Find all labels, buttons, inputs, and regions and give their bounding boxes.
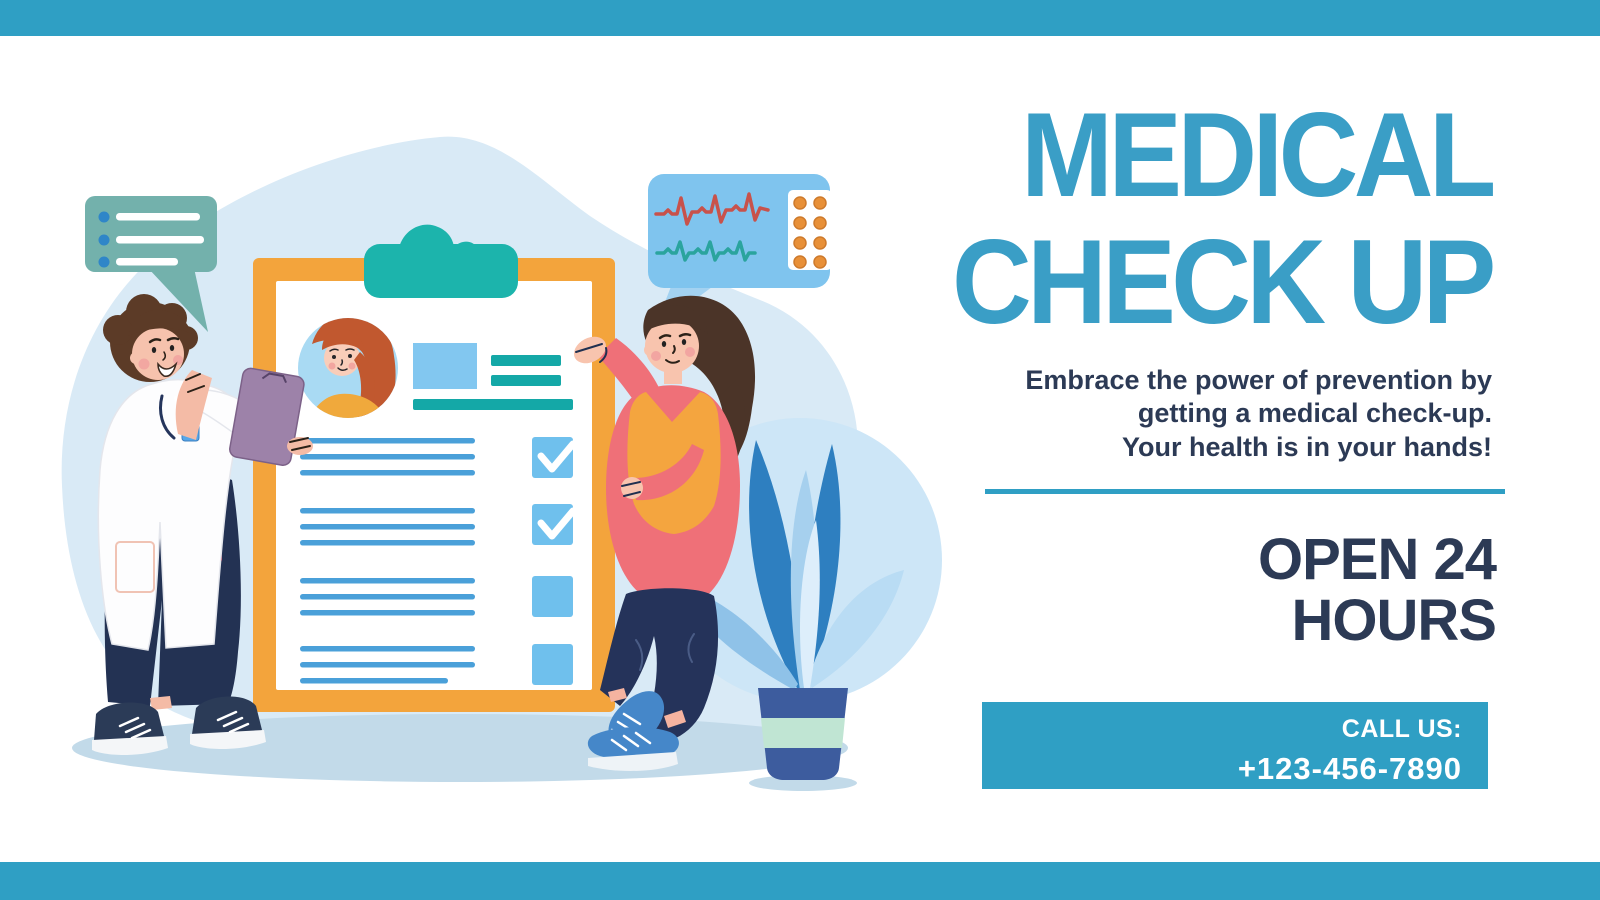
patient [573, 295, 756, 771]
checklist [300, 438, 475, 684]
call-us-label: CALL US: [1341, 715, 1462, 743]
checkboxes [532, 437, 577, 685]
divider-line [985, 489, 1505, 494]
doctor-tablet [229, 367, 305, 466]
clipboard [253, 224, 615, 712]
pill-blister [788, 190, 832, 270]
call-box: CALL US: +123-456-7890 [982, 702, 1488, 789]
doctor [92, 294, 313, 755]
open-hours-text: OPEN 24 HOURS [1258, 527, 1497, 653]
phone-number: +123-456-7890 [1237, 751, 1462, 786]
ground-shadow [72, 714, 848, 782]
bottom-accent-bar [0, 862, 1600, 900]
checkmark-icon [537, 440, 577, 473]
heartbeat-monitor [648, 174, 832, 330]
poster-title: MEDICAL CHECK UP [952, 88, 1496, 350]
top-accent-bar [0, 0, 1600, 36]
poster-tagline: Embrace the power of prevention by getti… [1025, 365, 1492, 462]
patient-photo [298, 318, 398, 418]
medical-illustration [61, 136, 942, 791]
ecg-line-red [654, 192, 770, 226]
checkmark-icon [537, 507, 577, 540]
clipboard-clip [364, 244, 518, 298]
speech-bubble [85, 196, 217, 332]
ecg-line-teal [655, 240, 757, 262]
potted-plant [676, 440, 904, 791]
patient-sneakers [587, 691, 679, 771]
